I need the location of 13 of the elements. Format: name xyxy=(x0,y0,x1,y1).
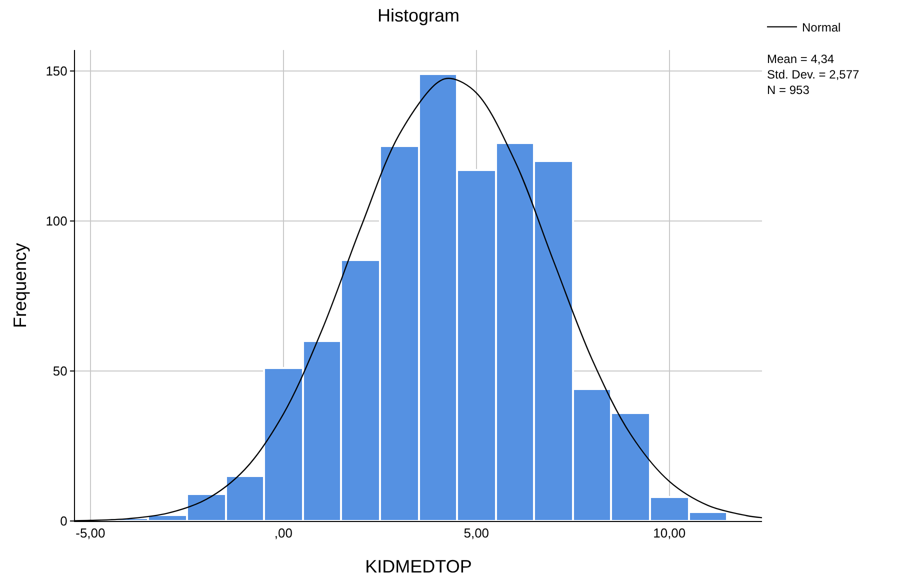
chart-title: Histogram xyxy=(377,5,460,26)
y-tick-label: 0 xyxy=(60,514,68,529)
y-tick-label: 100 xyxy=(46,214,68,229)
x-tick-label: ,00 xyxy=(274,526,292,541)
text: Mean = 4,34 Std. Dev. = 2,577 N = 953 xyxy=(767,52,860,98)
x-axis-title: KIDMEDTOP xyxy=(365,556,472,577)
x-tick-label: 5,00 xyxy=(464,526,490,541)
x-tick-label: 10,00 xyxy=(653,526,686,541)
y-tick-label: 150 xyxy=(46,64,68,79)
x-tick-label: -5,00 xyxy=(76,526,106,541)
y-axis-title: Frequency xyxy=(10,242,30,328)
legend-label: Normal xyxy=(802,20,841,34)
y-tick-label: 50 xyxy=(52,364,68,379)
